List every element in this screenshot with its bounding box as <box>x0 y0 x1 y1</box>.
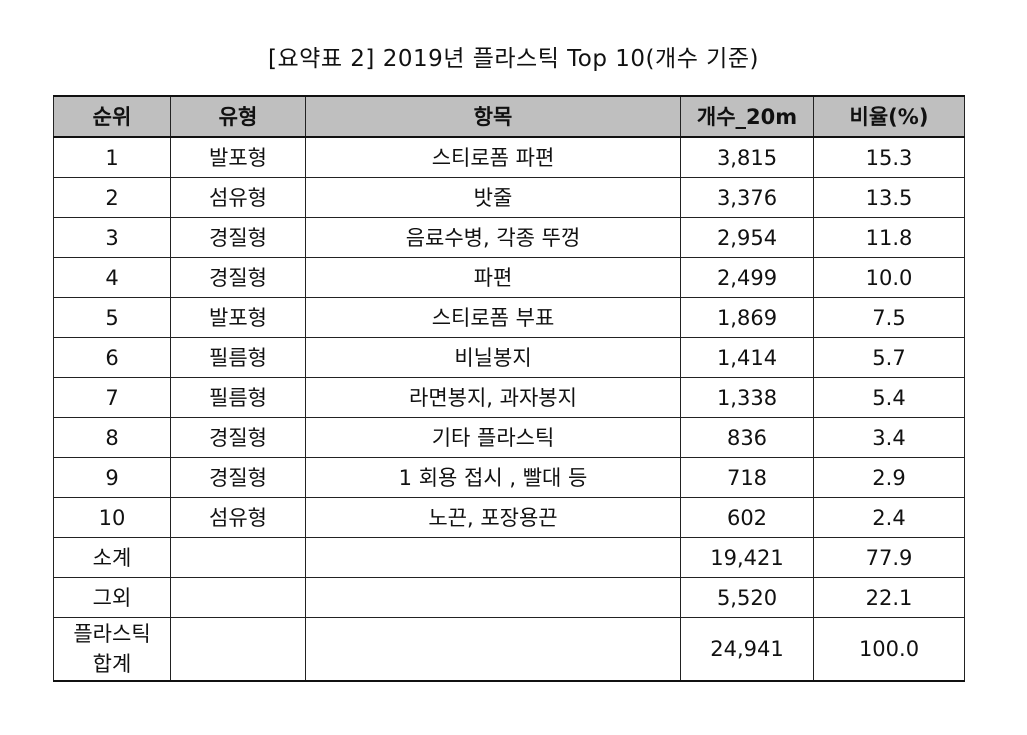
total-label: 플라스틱 합계 <box>53 617 171 682</box>
ratio-cell: 7.5 <box>813 297 965 338</box>
type-cell: 발포형 <box>170 297 306 338</box>
subtotal-ratio: 77.9 <box>813 537 965 578</box>
total-label-line1: 플라스틱 <box>73 622 151 646</box>
header-count: 개수_20m <box>680 95 814 138</box>
total-ratio: 100.0 <box>813 617 965 682</box>
others-label: 그외 <box>53 577 171 618</box>
plastic-top10-table: 순위 유형 항목 개수_20m 비율(%) 1 발포형 스티로폼 파편 3,81… <box>53 95 965 682</box>
others-count: 5,520 <box>680 577 814 618</box>
empty-cell <box>305 537 681 578</box>
subtotal-row: 소계 19,421 77.9 <box>53 537 965 578</box>
header-item: 항목 <box>305 95 681 138</box>
rank-cell: 9 <box>53 457 171 498</box>
rank-cell: 3 <box>53 217 171 258</box>
table-row: 10 섬유형 노끈, 포장용끈 602 2.4 <box>53 497 965 538</box>
rank-cell: 8 <box>53 417 171 458</box>
header-ratio: 비율(%) <box>813 95 965 138</box>
empty-cell <box>170 617 306 682</box>
item-cell: 파편 <box>305 257 681 298</box>
table-row: 5 발포형 스티로폼 부표 1,869 7.5 <box>53 297 965 338</box>
ratio-cell: 13.5 <box>813 177 965 218</box>
item-cell: 밧줄 <box>305 177 681 218</box>
rank-cell: 6 <box>53 337 171 378</box>
others-ratio: 22.1 <box>813 577 965 618</box>
count-cell: 836 <box>680 417 814 458</box>
table-row: 9 경질형 1 회용 접시 , 빨대 등 718 2.9 <box>53 457 965 498</box>
table-row: 3 경질형 음료수병, 각종 뚜껑 2,954 11.8 <box>53 217 965 258</box>
count-cell: 1,338 <box>680 377 814 418</box>
total-label-line2: 합계 <box>92 652 132 676</box>
table-row: 2 섬유형 밧줄 3,376 13.5 <box>53 177 965 218</box>
empty-cell <box>170 577 306 618</box>
count-cell: 2,499 <box>680 257 814 298</box>
type-cell: 필름형 <box>170 377 306 418</box>
type-cell: 섬유형 <box>170 177 306 218</box>
item-cell: 스티로폼 부표 <box>305 297 681 338</box>
rank-cell: 7 <box>53 377 171 418</box>
item-cell: 라면봉지, 과자봉지 <box>305 377 681 418</box>
item-cell: 기타 플라스틱 <box>305 417 681 458</box>
others-row: 그외 5,520 22.1 <box>53 577 965 618</box>
type-cell: 경질형 <box>170 217 306 258</box>
table-row: 4 경질형 파편 2,499 10.0 <box>53 257 965 298</box>
empty-cell <box>170 537 306 578</box>
count-cell: 1,869 <box>680 297 814 338</box>
count-cell: 3,815 <box>680 136 814 178</box>
ratio-cell: 3.4 <box>813 417 965 458</box>
header-type: 유형 <box>170 95 306 138</box>
rank-cell: 4 <box>53 257 171 298</box>
count-cell: 3,376 <box>680 177 814 218</box>
type-cell: 발포형 <box>170 136 306 178</box>
item-cell: 노끈, 포장용끈 <box>305 497 681 538</box>
item-cell: 1 회용 접시 , 빨대 등 <box>305 457 681 498</box>
table-row: 6 필름형 비닐봉지 1,414 5.7 <box>53 337 965 378</box>
total-count: 24,941 <box>680 617 814 682</box>
empty-cell <box>305 617 681 682</box>
rank-cell: 2 <box>53 177 171 218</box>
table-row: 8 경질형 기타 플라스틱 836 3.4 <box>53 417 965 458</box>
count-cell: 1,414 <box>680 337 814 378</box>
ratio-cell: 11.8 <box>813 217 965 258</box>
type-cell: 경질형 <box>170 417 306 458</box>
table-row: 1 발포형 스티로폼 파편 3,815 15.3 <box>53 136 965 178</box>
rank-cell: 10 <box>53 497 171 538</box>
total-row: 플라스틱 합계 24,941 100.0 <box>53 617 965 682</box>
type-cell: 경질형 <box>170 457 306 498</box>
ratio-cell: 5.7 <box>813 337 965 378</box>
item-cell: 스티로폼 파편 <box>305 136 681 178</box>
table-caption: [요약표 2] 2019년 플라스틱 Top 10(개수 기준) <box>268 46 759 72</box>
type-cell: 섬유형 <box>170 497 306 538</box>
count-cell: 2,954 <box>680 217 814 258</box>
ratio-cell: 10.0 <box>813 257 965 298</box>
rank-cell: 1 <box>53 136 171 178</box>
empty-cell <box>305 577 681 618</box>
table-header-row: 순위 유형 항목 개수_20m 비율(%) <box>53 95 965 138</box>
type-cell: 필름형 <box>170 337 306 378</box>
type-cell: 경질형 <box>170 257 306 298</box>
rank-cell: 5 <box>53 297 171 338</box>
ratio-cell: 5.4 <box>813 377 965 418</box>
item-cell: 음료수병, 각종 뚜껑 <box>305 217 681 258</box>
subtotal-count: 19,421 <box>680 537 814 578</box>
ratio-cell: 2.9 <box>813 457 965 498</box>
header-rank: 순위 <box>53 95 171 138</box>
subtotal-label: 소계 <box>53 537 171 578</box>
count-cell: 602 <box>680 497 814 538</box>
item-cell: 비닐봉지 <box>305 337 681 378</box>
count-cell: 718 <box>680 457 814 498</box>
ratio-cell: 15.3 <box>813 136 965 178</box>
table-row: 7 필름형 라면봉지, 과자봉지 1,338 5.4 <box>53 377 965 418</box>
ratio-cell: 2.4 <box>813 497 965 538</box>
